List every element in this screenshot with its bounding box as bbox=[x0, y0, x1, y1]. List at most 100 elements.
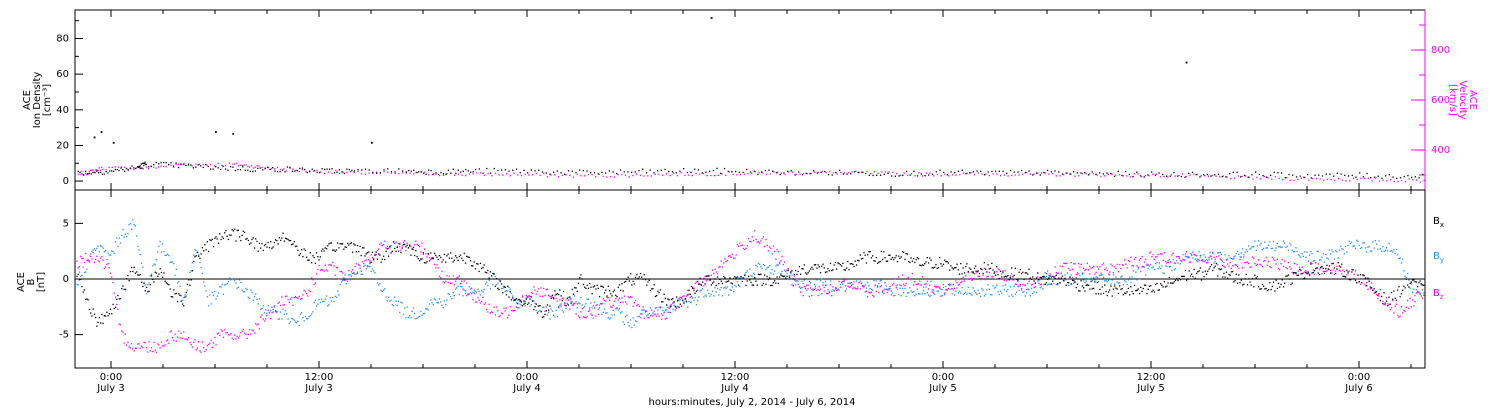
density-point bbox=[742, 171, 744, 174]
by-point bbox=[1300, 256, 1302, 258]
bz-point bbox=[715, 271, 717, 273]
bx-point bbox=[190, 279, 192, 281]
by-point bbox=[1405, 277, 1407, 279]
by-point bbox=[733, 290, 735, 293]
bx-point bbox=[522, 305, 524, 307]
bx-point bbox=[879, 260, 881, 263]
density-point bbox=[608, 170, 610, 172]
bz-point bbox=[1268, 260, 1270, 263]
bz-point bbox=[420, 251, 422, 253]
bx-point bbox=[1070, 283, 1072, 285]
density-point bbox=[92, 171, 94, 174]
bx-point bbox=[1348, 278, 1350, 281]
density-point bbox=[512, 169, 514, 171]
density-point bbox=[455, 172, 457, 174]
bx-point bbox=[692, 287, 694, 289]
by-point bbox=[982, 289, 984, 291]
by-point bbox=[517, 299, 519, 301]
density-point bbox=[423, 172, 425, 174]
bz-point bbox=[971, 279, 973, 282]
by-point bbox=[1102, 276, 1105, 279]
bz-point bbox=[1279, 268, 1281, 271]
by-point bbox=[710, 293, 712, 296]
bz-point bbox=[265, 318, 267, 320]
velocity-point bbox=[858, 171, 861, 174]
bx-point bbox=[483, 264, 485, 266]
by-point bbox=[318, 299, 320, 301]
velocity-point bbox=[1371, 180, 1373, 182]
by-point bbox=[1093, 277, 1095, 279]
by-point bbox=[544, 310, 546, 312]
bx-point bbox=[456, 257, 458, 259]
bz-point bbox=[718, 266, 720, 268]
bz-point bbox=[422, 253, 424, 255]
bx-point bbox=[566, 297, 568, 299]
by-point bbox=[715, 291, 717, 293]
bz-point bbox=[949, 283, 951, 285]
bx-point bbox=[1275, 279, 1277, 281]
by-point bbox=[1419, 293, 1421, 296]
bz-point bbox=[792, 284, 794, 286]
velocity-point bbox=[1404, 180, 1407, 183]
bx-point bbox=[288, 239, 290, 242]
bz-point bbox=[1308, 273, 1311, 275]
density-point bbox=[861, 171, 863, 173]
bx-point bbox=[572, 293, 575, 295]
bx-point bbox=[1389, 303, 1391, 305]
bx-point bbox=[1311, 272, 1313, 274]
velocity-point bbox=[1130, 176, 1132, 178]
bz-point bbox=[985, 279, 987, 281]
bx-point bbox=[395, 250, 397, 252]
bz-point bbox=[1161, 253, 1163, 255]
bz-point bbox=[440, 277, 442, 279]
bx-point bbox=[333, 249, 335, 251]
bx-point bbox=[293, 241, 295, 243]
bx-point bbox=[1423, 284, 1425, 286]
bz-point bbox=[319, 269, 321, 271]
velocity-point bbox=[766, 173, 768, 176]
density-point bbox=[1113, 175, 1116, 177]
bz-point bbox=[741, 244, 743, 246]
bx-point bbox=[553, 297, 555, 299]
bz-point bbox=[981, 277, 983, 280]
by-point bbox=[311, 313, 313, 315]
bx-point bbox=[661, 301, 663, 303]
bx-point bbox=[878, 261, 880, 263]
bz-point bbox=[513, 310, 515, 312]
velocity-point bbox=[247, 166, 249, 168]
bz-point bbox=[800, 291, 802, 293]
bz-point bbox=[1178, 257, 1180, 259]
bz-point bbox=[1250, 266, 1252, 268]
bx-point bbox=[1027, 273, 1029, 275]
density-point bbox=[163, 161, 165, 164]
by-point bbox=[328, 304, 330, 306]
top-panel-marks bbox=[77, 17, 1425, 183]
density-point bbox=[1318, 174, 1320, 176]
by-point bbox=[1412, 291, 1414, 293]
bz-point bbox=[580, 311, 582, 313]
bx-point bbox=[1130, 286, 1132, 288]
bz-point bbox=[1255, 264, 1257, 267]
bx-point bbox=[1356, 282, 1358, 284]
by-point bbox=[808, 280, 810, 282]
bx-point bbox=[379, 254, 381, 256]
bx-point bbox=[1023, 278, 1025, 281]
velocity-point bbox=[1215, 175, 1217, 177]
density-point bbox=[701, 172, 703, 174]
by-point bbox=[303, 320, 305, 322]
velocity-point bbox=[394, 171, 396, 173]
bz-point bbox=[1392, 299, 1394, 302]
by-point bbox=[790, 272, 792, 274]
by-point bbox=[1308, 254, 1311, 256]
bz-point bbox=[1258, 259, 1260, 261]
bx-point bbox=[343, 248, 345, 250]
bx-point bbox=[371, 251, 374, 253]
bz-point bbox=[771, 253, 773, 255]
bx-point bbox=[1018, 271, 1020, 273]
bx-point bbox=[569, 296, 571, 298]
bx-point bbox=[893, 258, 895, 261]
bx-point bbox=[267, 241, 269, 244]
density-point bbox=[1362, 176, 1364, 178]
bz-point bbox=[1003, 280, 1005, 282]
